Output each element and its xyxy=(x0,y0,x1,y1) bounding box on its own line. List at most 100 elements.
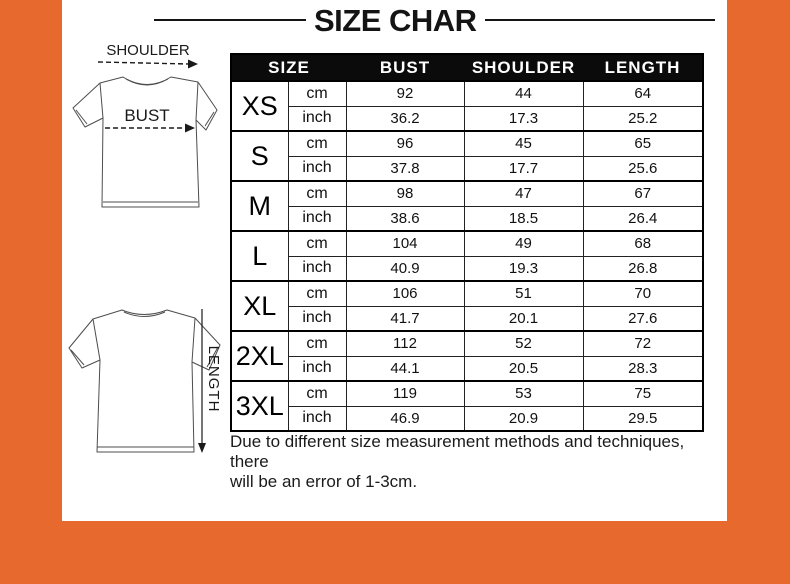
value-cell: 26.8 xyxy=(582,255,704,282)
size-cell: L xyxy=(230,230,289,282)
table-row: inch 40.9 19.3 26.8 xyxy=(231,255,704,282)
value-cell: 98 xyxy=(345,180,465,207)
note-line: will be an error of 1-3cm. xyxy=(230,472,418,491)
value-cell: 17.3 xyxy=(463,105,584,132)
unit-cell: cm xyxy=(287,330,347,357)
measurement-note: Due to different size measurement method… xyxy=(230,432,710,492)
value-cell: 20.9 xyxy=(463,405,584,432)
value-cell: 68 xyxy=(582,230,704,257)
title-rule-left xyxy=(154,19,306,21)
value-cell: 20.1 xyxy=(463,305,584,332)
table-row: inch 37.8 17.7 25.6 xyxy=(231,155,704,182)
value-cell: 104 xyxy=(345,230,465,257)
shoulder-measure-arrow: SHOULDER xyxy=(97,42,198,69)
value-cell: 44.1 xyxy=(345,355,465,382)
unit-cell: inch xyxy=(287,105,347,132)
tshirt-back-diagram: LENGTH xyxy=(68,309,222,453)
value-cell: 106 xyxy=(345,280,465,307)
header-bust: BUST xyxy=(346,54,465,81)
value-cell: 40.9 xyxy=(345,255,465,282)
unit-cell: cm xyxy=(287,380,347,407)
bust-label: BUST xyxy=(124,106,169,125)
left-border xyxy=(0,0,62,584)
table-row: XL cm 106 51 70 xyxy=(230,280,704,332)
header-length: LENGTH xyxy=(583,54,704,81)
tshirt-front-outline xyxy=(72,76,218,208)
title-bar: SIZE CHAR xyxy=(62,0,727,40)
tshirt-back-outline xyxy=(68,309,221,453)
title-rule-right xyxy=(484,19,715,21)
unit-cell: inch xyxy=(287,155,347,182)
page-title: SIZE CHAR xyxy=(314,2,477,38)
unit-cell: inch xyxy=(287,205,347,232)
value-cell: 44 xyxy=(463,80,584,107)
value-cell: 46.9 xyxy=(345,405,465,432)
value-cell: 53 xyxy=(463,380,584,407)
value-cell: 17.7 xyxy=(463,155,584,182)
bust-measure-arrow: BUST xyxy=(105,106,195,133)
right-border xyxy=(727,0,790,584)
value-cell: 92 xyxy=(345,80,465,107)
value-cell: 20.5 xyxy=(463,355,584,382)
unit-cell: inch xyxy=(287,405,347,432)
table-row: M cm 98 47 67 xyxy=(230,180,704,232)
value-cell: 72 xyxy=(582,330,704,357)
unit-cell: inch xyxy=(287,305,347,332)
table-row: inch 36.2 17.3 25.2 xyxy=(231,105,704,132)
value-cell: 64 xyxy=(582,80,704,107)
table-row: inch 46.9 20.9 29.5 xyxy=(231,405,704,432)
value-cell: 65 xyxy=(582,130,704,157)
shoulder-label: SHOULDER xyxy=(106,42,190,59)
size-cell: 2XL xyxy=(230,330,289,382)
value-cell: 52 xyxy=(463,330,584,357)
size-cell: M xyxy=(230,180,289,232)
unit-cell: cm xyxy=(287,230,347,257)
value-cell: 119 xyxy=(345,380,465,407)
value-cell: 45 xyxy=(463,130,584,157)
value-cell: 26.4 xyxy=(582,205,704,232)
tshirt-front-diagram: SHOULDER BUST xyxy=(72,42,218,208)
value-cell: 51 xyxy=(463,280,584,307)
size-cell: 3XL xyxy=(230,380,289,432)
size-cell: XS xyxy=(230,80,289,132)
value-cell: 28.3 xyxy=(582,355,704,382)
value-cell: 37.8 xyxy=(345,155,465,182)
table-row: inch 44.1 20.5 28.3 xyxy=(231,355,704,382)
table-row: 2XL cm 112 52 72 xyxy=(230,330,704,382)
value-cell: 38.6 xyxy=(345,205,465,232)
value-cell: 47 xyxy=(463,180,584,207)
value-cell: 41.7 xyxy=(345,305,465,332)
table-row: S cm 96 45 65 xyxy=(230,130,704,182)
value-cell: 70 xyxy=(582,280,704,307)
header-shoulder: SHOULDER xyxy=(464,54,584,81)
unit-cell: cm xyxy=(287,130,347,157)
table-header-row: SIZE BUST SHOULDER LENGTH xyxy=(231,54,704,81)
unit-cell: inch xyxy=(287,355,347,382)
table-row: XS cm 92 44 64 xyxy=(230,80,704,132)
value-cell: 19.3 xyxy=(463,255,584,282)
note-line: Due to different size measurement method… xyxy=(230,432,685,471)
size-cell: XL xyxy=(230,280,289,332)
value-cell: 18.5 xyxy=(463,205,584,232)
value-cell: 75 xyxy=(582,380,704,407)
unit-cell: inch xyxy=(287,255,347,282)
value-cell: 112 xyxy=(345,330,465,357)
value-cell: 36.2 xyxy=(345,105,465,132)
length-measure-arrow: LENGTH xyxy=(198,309,222,453)
value-cell: 29.5 xyxy=(582,405,704,432)
value-cell: 96 xyxy=(345,130,465,157)
unit-cell: cm xyxy=(287,280,347,307)
size-cell: S xyxy=(230,130,289,182)
value-cell: 27.6 xyxy=(582,305,704,332)
value-cell: 49 xyxy=(463,230,584,257)
table-row: inch 41.7 20.1 27.6 xyxy=(231,305,704,332)
table-row: L cm 104 49 68 xyxy=(230,230,704,282)
value-cell: 25.6 xyxy=(582,155,704,182)
value-cell: 25.2 xyxy=(582,105,704,132)
header-size: SIZE xyxy=(231,54,347,81)
length-label: LENGTH xyxy=(205,346,222,413)
table-row: 3XL cm 119 53 75 xyxy=(230,380,704,432)
bottom-border xyxy=(0,521,790,584)
table-row: inch 38.6 18.5 26.4 xyxy=(231,205,704,232)
